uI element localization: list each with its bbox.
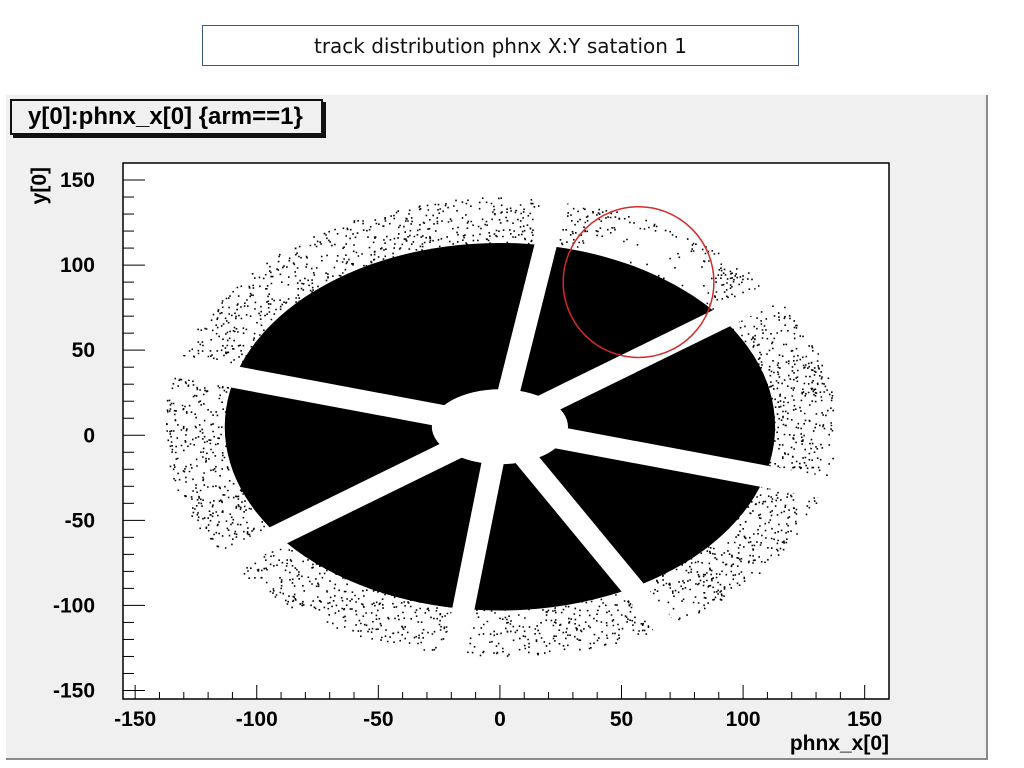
histogram-title: y[0]:phnx_x[0] {arm==1} (10, 99, 323, 135)
y-axis-label: y[0] (28, 167, 51, 204)
y-tick-label: 150 (60, 169, 95, 192)
highlight-circle (562, 205, 715, 359)
x-tick-label: 150 (847, 708, 882, 731)
y-tick-label: -100 (53, 594, 95, 617)
x-tick-label: -50 (363, 708, 393, 731)
octant-gaps (145, 172, 855, 682)
x-tick-label: 50 (610, 708, 633, 731)
octant-gap (497, 172, 574, 396)
y-tick-label: 100 (60, 254, 95, 277)
slide-title: track distribution phnx X:Y satation 1 (202, 25, 799, 66)
y-tick-label: -50 (65, 509, 95, 532)
y-tick-label: 50 (72, 339, 95, 362)
x-tick-label: 100 (726, 708, 761, 731)
y-axis: -150 -100 -50 0 50 100 150 (53, 169, 145, 702)
x-tick-label: 0 (494, 708, 506, 731)
octant-gap (534, 270, 804, 418)
octant-gap (145, 349, 455, 429)
octant-gap (515, 449, 691, 655)
y-tick-label: 0 (83, 424, 95, 447)
x-axis: -150 -100 -50 0 50 100 150 (114, 685, 882, 731)
octant-gap (438, 458, 504, 682)
x-tick-label: -100 (236, 708, 278, 731)
octant-gap (544, 424, 855, 504)
beam-hole (431, 389, 569, 465)
y-tick-label: -150 (53, 679, 95, 702)
octant-gap (196, 436, 465, 584)
x-axis-label: phnx_x[0] (790, 732, 889, 755)
x-tick-label: -150 (114, 708, 156, 731)
